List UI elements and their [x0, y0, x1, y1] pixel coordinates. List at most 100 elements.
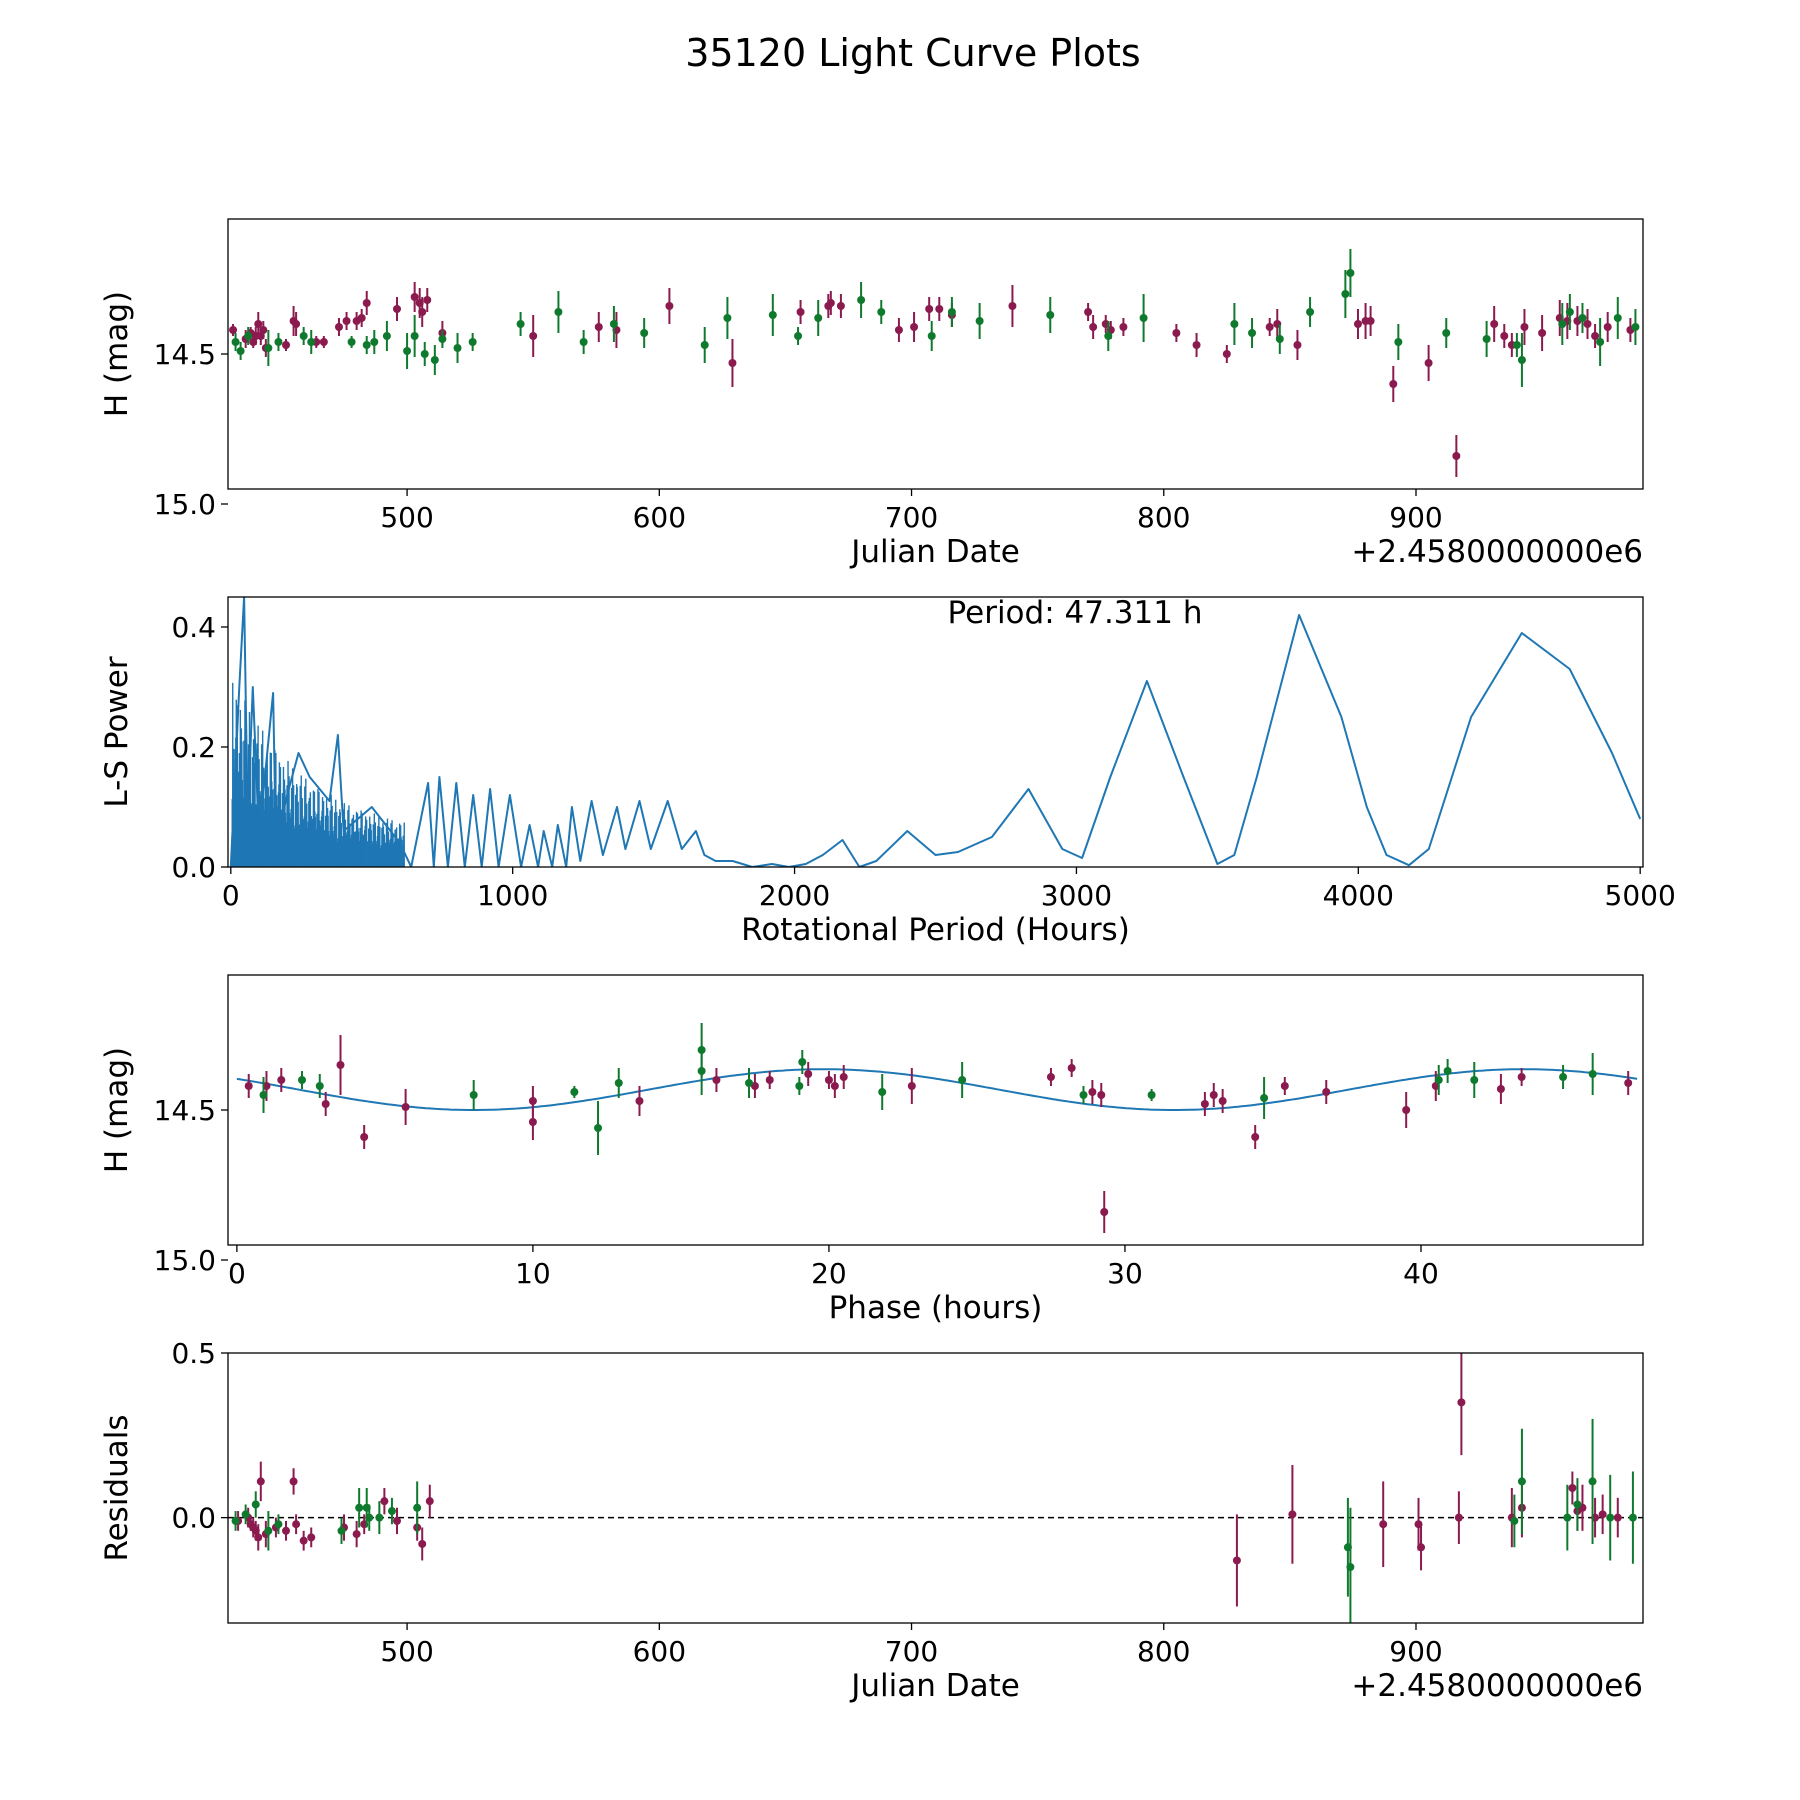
residuals-marker — [375, 1513, 384, 1522]
residuals-point-green — [241, 1504, 250, 1525]
residuals-marker — [1598, 1510, 1607, 1519]
light-curve-point-green — [1613, 297, 1622, 339]
phased-curve-point-red — [528, 1086, 537, 1116]
phased-curve-point-red — [1209, 1083, 1218, 1107]
residuals-marker — [387, 1507, 396, 1516]
light-curve-point-red — [254, 312, 263, 336]
light-curve-marker — [700, 341, 709, 349]
residuals-point-green — [1606, 1474, 1615, 1561]
phased-curve-marker — [336, 1061, 345, 1069]
light-curve-ticks: 500 600 700 800 900 15.0 14.5 — [154, 338, 1443, 534]
phased-curve-point-green — [1434, 1065, 1443, 1095]
figure-title: 35120 Light Curve Plots — [685, 31, 1140, 75]
light-curve-marker — [1482, 335, 1491, 343]
residuals-point-red — [254, 1524, 263, 1551]
light-curve-point-red — [1538, 315, 1547, 351]
phased-curve-point-red — [1496, 1074, 1505, 1104]
residuals-point-red — [307, 1527, 316, 1548]
light-curve-point-green — [1275, 324, 1284, 354]
light-curve-marker — [1306, 308, 1315, 316]
light-curve-point-green — [1306, 297, 1315, 327]
phased-curve-point-green — [1443, 1059, 1452, 1083]
light-curve-marker — [665, 302, 674, 310]
light-curve-point-red — [1603, 312, 1612, 342]
phased-curve-marker — [469, 1091, 478, 1099]
light-curve-point-red — [1500, 324, 1509, 348]
periodogram-x-tick-label: 3000 — [1041, 879, 1112, 912]
phased-curve-x-tick-label: 30 — [1107, 1257, 1143, 1290]
periodogram-ticks: 0 1000 2000 3000 4000 5000 0.0 0.2 0.4 — [171, 611, 1675, 912]
residuals-point-green — [1628, 1471, 1637, 1564]
phased-curve-point-green — [878, 1074, 887, 1110]
light-curve-marker — [307, 338, 316, 346]
residuals-ticks: 500 600 700 800 900 0.5 0.0 — [171, 1337, 1442, 1668]
light-curve-point-green — [609, 306, 618, 342]
light-curve-marker — [1500, 332, 1509, 340]
phased-curve-marker — [259, 1091, 268, 1099]
light-curve-point-red — [357, 309, 366, 327]
light-curve-point-red — [665, 288, 674, 324]
residuals-x-tick-label: 700 — [885, 1635, 938, 1668]
light-curve-marker — [357, 314, 366, 322]
residuals-point-red — [1288, 1464, 1297, 1564]
light-curve-marker — [927, 332, 936, 340]
light-curve-point-red — [423, 288, 432, 312]
light-curve-marker — [1172, 329, 1181, 337]
phased-curve-point-red — [712, 1068, 721, 1092]
light-curve-marker — [1089, 323, 1098, 331]
light-curve-marker — [347, 338, 356, 346]
light-curve-point-green — [1512, 333, 1521, 357]
light-curve-point-red — [935, 297, 944, 321]
light-curve-point-red — [259, 321, 268, 339]
light-curve-marker — [410, 332, 419, 340]
phased-curve-marker — [1434, 1076, 1443, 1084]
light-curve-point-green — [1248, 318, 1257, 348]
phased-curve-point-red — [1046, 1068, 1055, 1086]
light-curve-point-green — [236, 342, 245, 360]
phased-curve-marker — [697, 1067, 706, 1075]
residuals-point-green — [337, 1517, 346, 1544]
light-curve-marker — [236, 347, 245, 355]
residuals-point-green — [413, 1481, 422, 1535]
light-curve-point-green — [975, 303, 984, 339]
light-curve-point-red — [1520, 309, 1529, 345]
light-curve-marker — [231, 338, 240, 346]
residuals-marker — [1510, 1516, 1519, 1525]
residuals-marker — [1606, 1513, 1615, 1522]
light-curve-marker — [1613, 314, 1622, 322]
light-curve-point-green — [1631, 309, 1640, 345]
light-curve-marker — [1558, 320, 1567, 328]
light-curve-point-red — [1172, 324, 1181, 342]
phased-curve-x-tick-label: 10 — [515, 1257, 551, 1290]
light-curve-point-red — [292, 312, 301, 336]
light-curve-marker — [826, 299, 835, 307]
light-curve-marker — [292, 320, 301, 328]
light-curve-point-green — [362, 336, 371, 354]
light-curve-marker — [342, 317, 351, 325]
light-curve-point-red — [594, 312, 603, 342]
residuals-point-green — [375, 1501, 384, 1535]
phased-curve-marker — [594, 1124, 603, 1132]
residuals-point-green — [1346, 1507, 1355, 1623]
phased-curve-point-red — [1322, 1080, 1331, 1104]
periodogram-y-label: L-S Power — [99, 656, 135, 807]
residuals-point-green — [1588, 1418, 1597, 1544]
residuals-point-red — [299, 1530, 308, 1551]
periodogram-axes-frame — [227, 596, 1644, 868]
phased-curve-marker — [315, 1082, 324, 1090]
residuals-marker — [1588, 1477, 1597, 1486]
phased-curve-point-red — [401, 1089, 410, 1125]
phased-curve-point-red — [750, 1074, 759, 1098]
light-curve-marker — [1452, 452, 1461, 460]
residuals-marker — [1288, 1510, 1297, 1519]
light-curve-x-label: Julian Date — [849, 534, 1020, 570]
light-curve-marker — [319, 338, 328, 346]
phased-curve-point-red — [1100, 1191, 1109, 1233]
light-curve-marker — [1192, 341, 1201, 349]
residuals-point-red — [418, 1527, 427, 1561]
light-curve-marker — [1442, 329, 1451, 337]
residuals-marker — [1563, 1513, 1572, 1522]
phased-curve-point-green — [469, 1080, 478, 1110]
light-curve-point-red — [1119, 318, 1128, 336]
residuals-point-green — [251, 1491, 260, 1518]
